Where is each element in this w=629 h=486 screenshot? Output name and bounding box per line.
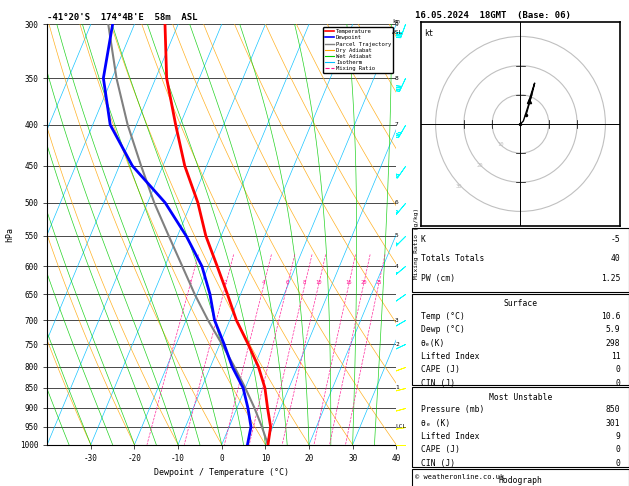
Text: 16: 16 [345, 280, 352, 285]
Text: 1: 1 [395, 385, 399, 390]
Text: 0: 0 [615, 365, 620, 374]
Text: 1.25: 1.25 [601, 274, 620, 283]
Bar [412, 469, 629, 486]
Text: 0: 0 [615, 446, 620, 454]
Bar [412, 228, 629, 292]
Text: 2: 2 [224, 280, 227, 285]
Text: 4: 4 [262, 280, 265, 285]
Text: 298: 298 [606, 339, 620, 347]
Text: Surface: Surface [503, 299, 538, 308]
Text: 25: 25 [375, 280, 382, 285]
Text: ASL: ASL [392, 30, 403, 35]
Text: K: K [421, 235, 426, 244]
Text: km: km [392, 19, 399, 24]
Legend: Temperature, Dewpoint, Parcel Trajectory, Dry Adiabat, Wet Adiabat, Isotherm, Mi: Temperature, Dewpoint, Parcel Trajectory… [323, 27, 394, 73]
Text: 8: 8 [395, 76, 399, 81]
Text: 20: 20 [360, 280, 367, 285]
Text: -5: -5 [611, 235, 620, 244]
Text: Most Unstable: Most Unstable [489, 393, 552, 402]
Text: Temp (°C): Temp (°C) [421, 312, 465, 321]
Text: 9: 9 [395, 22, 399, 27]
Text: Lifted Index: Lifted Index [421, 352, 479, 361]
Text: 10.6: 10.6 [601, 312, 620, 321]
Text: 40: 40 [611, 254, 620, 263]
Text: 7: 7 [395, 122, 399, 127]
Text: 16.05.2024  18GMT  (Base: 06): 16.05.2024 18GMT (Base: 06) [415, 11, 571, 20]
Text: CAPE (J): CAPE (J) [421, 365, 460, 374]
Text: 6: 6 [395, 200, 399, 205]
Text: -41°20'S  174°4B'E  58m  ASL: -41°20'S 174°4B'E 58m ASL [47, 13, 198, 22]
Text: 301: 301 [606, 418, 620, 428]
X-axis label: Dewpoint / Temperature (°C): Dewpoint / Temperature (°C) [154, 469, 289, 477]
Text: 10: 10 [315, 280, 321, 285]
Text: Lifted Index: Lifted Index [421, 432, 479, 441]
Text: Hodograph: Hodograph [499, 476, 542, 485]
Text: Dewp (°C): Dewp (°C) [421, 325, 465, 334]
Text: 0: 0 [615, 459, 620, 468]
Text: Pressure (mb): Pressure (mb) [421, 405, 484, 414]
Text: 10: 10 [497, 142, 503, 147]
Text: 0: 0 [615, 379, 620, 388]
Text: 11: 11 [611, 352, 620, 361]
Text: Mixing Ratio (g/kg): Mixing Ratio (g/kg) [414, 208, 419, 278]
Text: Totals Totals: Totals Totals [421, 254, 484, 263]
Text: CAPE (J): CAPE (J) [421, 446, 460, 454]
Bar [412, 294, 629, 385]
Text: 30: 30 [456, 184, 462, 190]
Text: CIN (J): CIN (J) [421, 459, 455, 468]
Text: 850: 850 [606, 405, 620, 414]
Text: 2: 2 [395, 342, 399, 347]
Text: 9: 9 [615, 432, 620, 441]
Text: 5: 5 [395, 233, 399, 239]
Text: 3: 3 [395, 318, 399, 323]
Text: kt: kt [425, 30, 433, 38]
Text: LCL: LCL [395, 424, 406, 429]
Text: © weatheronline.co.uk: © weatheronline.co.uk [415, 474, 504, 480]
Bar [412, 387, 629, 467]
Text: PW (cm): PW (cm) [421, 274, 455, 283]
Text: 1: 1 [188, 280, 192, 285]
Text: 4: 4 [395, 264, 399, 269]
Text: θₑ(K): θₑ(K) [421, 339, 445, 347]
Text: CIN (J): CIN (J) [421, 379, 455, 388]
Text: 5.9: 5.9 [606, 325, 620, 334]
Text: 8: 8 [303, 280, 306, 285]
Text: 20: 20 [477, 163, 483, 169]
Text: 6: 6 [286, 280, 289, 285]
Text: θₑ (K): θₑ (K) [421, 418, 450, 428]
Y-axis label: hPa: hPa [5, 227, 14, 242]
